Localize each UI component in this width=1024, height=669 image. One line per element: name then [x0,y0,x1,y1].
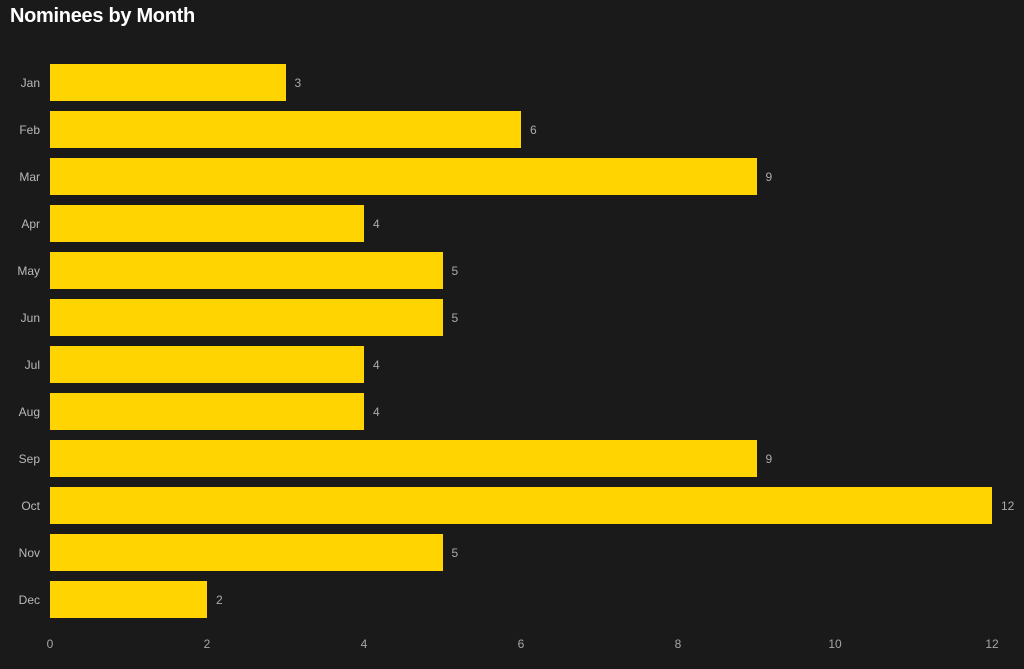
bar-sep[interactable] [50,440,757,477]
bar-jun[interactable] [50,299,443,336]
value-label: 4 [373,357,380,372]
bar-jul[interactable] [50,346,364,383]
bar-row-mar: Mar 9 [0,153,1024,200]
value-label: 9 [765,451,773,466]
bar-row-apr: Apr 4 [0,200,1024,247]
x-axis-tick-label: 2 [203,637,211,651]
x-axis-tick-label: 12 [985,637,999,651]
category-label: Mar [19,169,40,184]
category-label: Sep [18,451,40,466]
x-axis: 0 2 4 6 8 10 12 [0,634,1024,654]
bar-row-nov: Nov 5 [0,529,1024,576]
bar-dec[interactable] [50,581,207,618]
bar-row-oct: Oct 12 [0,482,1024,529]
x-axis-tick-label: 0 [46,637,54,651]
bar-row-jan: Jan 3 [0,59,1024,106]
x-axis-tick-label: 4 [360,637,368,651]
bar-row-sep: Sep 9 [0,435,1024,482]
bar-row-aug: Aug 4 [0,388,1024,435]
bar-may[interactable] [50,252,443,289]
value-label: 4 [373,404,380,419]
bar-feb[interactable] [50,111,521,148]
category-label: Apr [21,216,40,231]
category-label: Nov [18,545,40,560]
value-label: 4 [373,216,380,231]
category-label: Feb [19,122,40,137]
value-label: 6 [530,122,537,137]
x-axis-tick-label: 8 [674,637,682,651]
bar-jan[interactable] [50,64,286,101]
category-label: Jun [20,310,40,325]
bar-nov[interactable] [50,534,443,571]
x-axis-tick-label: 10 [828,637,842,651]
category-label: Jan [20,75,40,90]
bar-row-jul: Jul 4 [0,341,1024,388]
value-label: 12 [1001,498,1015,513]
value-label: 5 [451,545,459,560]
value-label: 5 [451,310,459,325]
category-label: Dec [18,592,40,607]
plot-area: Jan 3 Feb 6 Mar 9 Apr 4 May 5 Jun 5 Jul 4 Aug 4 Sep 9 Oct 1… [0,59,1024,623]
category-label: Jul [24,357,40,372]
bar-row-jun: Jun 5 [0,294,1024,341]
value-label: 9 [765,169,773,184]
value-label: 3 [294,75,302,90]
bar-aug[interactable] [50,393,364,430]
category-label: Oct [21,498,40,513]
bar-row-feb: Feb 6 [0,106,1024,153]
bar-row-may: May 5 [0,247,1024,294]
bar-mar[interactable] [50,158,757,195]
value-label: 2 [216,592,223,607]
bar-apr[interactable] [50,205,364,242]
category-label: Aug [18,404,40,419]
bar-oct[interactable] [50,487,992,524]
value-label: 5 [451,263,459,278]
x-axis-tick-label: 6 [517,637,525,651]
bar-row-dec: Dec 2 [0,576,1024,623]
category-label: May [17,263,40,278]
chart-title: Nominees by Month [10,5,195,27]
